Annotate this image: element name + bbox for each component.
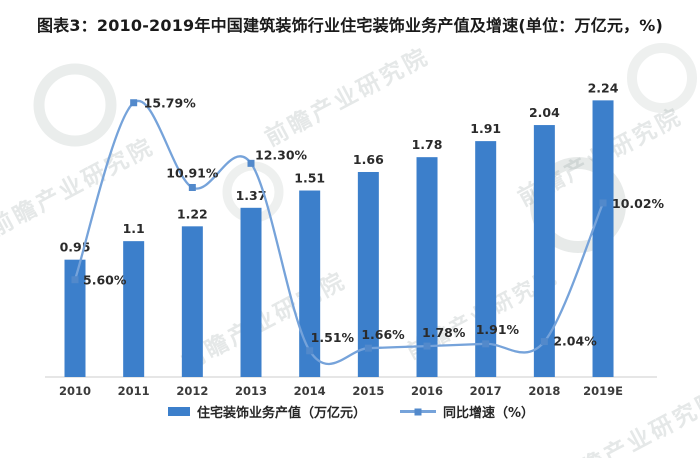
bar-2019E <box>592 100 614 378</box>
bar-value-label-2015: 1.66 <box>353 152 384 167</box>
x-axis-label-2017: 2017 <box>470 384 502 398</box>
growth-value-label-2010: 5.60% <box>83 273 127 288</box>
growth-value-label-2015: 1.66% <box>361 327 405 342</box>
bar-value-label-2012: 1.22 <box>177 206 208 221</box>
growth-marker-2016 <box>423 342 431 350</box>
bar-series-swatch-icon <box>167 407 190 416</box>
growth-value-label-2011: 15.79% <box>144 96 197 111</box>
legend-item-output-value: 住宅装饰业务产值（万亿元） <box>167 402 366 421</box>
bar-value-label-2016: 1.78 <box>412 137 443 152</box>
bar-value-label-2019E: 2.24 <box>588 80 619 95</box>
x-axis-label-2011: 2011 <box>118 384 150 398</box>
x-axis-label-2014: 2014 <box>294 384 326 398</box>
legend-item-growth-rate: 同比增速（%） <box>399 402 535 421</box>
growth-value-label-2019E: 10.02% <box>612 196 665 211</box>
bar-2017 <box>475 141 497 377</box>
chart-title: 图表3：2010-2019年中国建筑装饰行业住宅装饰业务产值及增速(单位：万亿元… <box>36 16 664 35</box>
legend: 住宅装饰业务产值（万亿元） 同比增速（%） <box>45 402 657 421</box>
bar-2011 <box>123 241 145 377</box>
bar-2012 <box>181 226 203 377</box>
bar-value-label-2017: 1.91 <box>470 121 501 136</box>
bar-2015 <box>357 171 379 377</box>
x-axis-label-2013: 2013 <box>235 384 267 398</box>
growth-marker-2014 <box>306 347 314 355</box>
growth-value-label-2014: 1.51% <box>311 330 355 345</box>
bar-2010 <box>64 259 86 377</box>
growth-marker-2010 <box>71 276 79 284</box>
growth-value-label-2012: 10.91% <box>166 165 219 180</box>
swirl-watermark-icon <box>33 63 117 147</box>
bar-2013 <box>240 207 262 377</box>
growth-marker-2015 <box>364 344 372 352</box>
bar-value-label-2018: 2.04 <box>529 105 560 120</box>
x-axis-label-2018: 2018 <box>528 384 560 398</box>
bar-2016 <box>416 157 438 377</box>
growth-marker-2017 <box>482 340 490 348</box>
bar-value-label-2013: 1.37 <box>236 188 267 203</box>
x-axis-label-2016: 2016 <box>411 384 443 398</box>
x-axis-label-2015: 2015 <box>352 384 384 398</box>
bar-value-label-2011: 1.1 <box>123 221 145 236</box>
bar-2018 <box>533 125 555 377</box>
growth-marker-2013 <box>247 159 255 167</box>
swirl-watermark-icon <box>627 43 697 113</box>
bar-value-label-2014: 1.51 <box>294 171 325 186</box>
growth-value-label-2017: 1.91% <box>476 322 520 337</box>
line-marker-icon <box>414 408 422 415</box>
x-axis-label-2010: 2010 <box>59 384 91 398</box>
line-series-swatch-icon <box>399 408 436 415</box>
growth-value-label-2013: 12.30% <box>255 147 308 162</box>
growth-value-label-2018: 2.04% <box>553 334 597 349</box>
growth-marker-2018 <box>540 338 548 346</box>
x-axis-label-2019E: 2019E <box>583 384 623 398</box>
growth-marker-2019E <box>599 199 607 207</box>
legend-label: 同比增速（%） <box>442 406 535 421</box>
growth-rate-line <box>73 99 605 366</box>
bar-2014 <box>299 190 321 377</box>
x-axis-label-2012: 2012 <box>176 384 208 398</box>
legend-label: 住宅装饰业务产值（万亿元） <box>196 406 366 421</box>
growth-marker-2011 <box>130 99 138 107</box>
growth-value-label-2016: 1.78% <box>422 325 466 340</box>
growth-marker-2012 <box>188 183 196 191</box>
